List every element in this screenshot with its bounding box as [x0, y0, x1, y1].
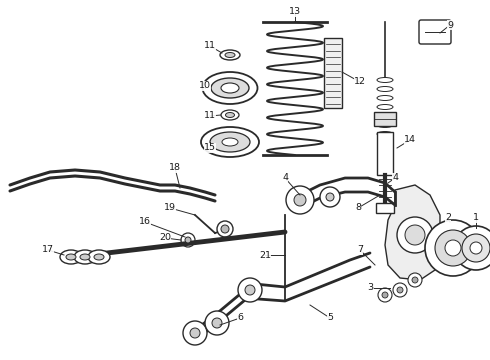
Circle shape — [205, 311, 229, 335]
Text: 5: 5 — [327, 314, 333, 323]
Ellipse shape — [88, 250, 110, 264]
Circle shape — [190, 328, 200, 338]
Ellipse shape — [74, 250, 96, 264]
Text: 1: 1 — [473, 213, 479, 222]
Text: 20: 20 — [159, 234, 171, 243]
Bar — [377, 132, 393, 175]
Text: 3: 3 — [367, 284, 373, 292]
Ellipse shape — [377, 104, 393, 109]
Ellipse shape — [202, 72, 258, 104]
Text: 19: 19 — [164, 203, 176, 212]
Circle shape — [320, 187, 340, 207]
Ellipse shape — [222, 138, 238, 146]
Ellipse shape — [225, 53, 235, 58]
Circle shape — [445, 240, 461, 256]
Ellipse shape — [211, 78, 249, 98]
Text: 8: 8 — [355, 203, 361, 212]
Text: 13: 13 — [289, 8, 301, 17]
Text: 7: 7 — [357, 246, 363, 255]
Circle shape — [397, 287, 403, 293]
Circle shape — [294, 194, 306, 206]
Text: 9: 9 — [447, 21, 453, 30]
Bar — [374, 112, 396, 126]
Circle shape — [238, 278, 262, 302]
Ellipse shape — [80, 254, 90, 260]
Ellipse shape — [210, 132, 250, 152]
Ellipse shape — [66, 254, 76, 260]
Text: 4: 4 — [282, 174, 288, 183]
Ellipse shape — [94, 254, 104, 260]
Circle shape — [185, 237, 191, 243]
Ellipse shape — [225, 112, 235, 117]
Circle shape — [378, 288, 392, 302]
Ellipse shape — [377, 122, 393, 127]
Text: 15: 15 — [204, 144, 216, 153]
Text: 21: 21 — [259, 251, 271, 260]
Ellipse shape — [377, 131, 393, 136]
Circle shape — [286, 186, 314, 214]
Ellipse shape — [377, 77, 393, 82]
Circle shape — [397, 217, 433, 253]
Circle shape — [212, 318, 222, 328]
Circle shape — [217, 221, 233, 237]
Circle shape — [183, 321, 207, 345]
Circle shape — [425, 220, 481, 276]
Ellipse shape — [60, 250, 82, 264]
Text: 10: 10 — [199, 81, 211, 90]
Text: 11: 11 — [204, 41, 216, 50]
Polygon shape — [385, 185, 440, 280]
Ellipse shape — [377, 95, 393, 100]
Ellipse shape — [377, 86, 393, 91]
Circle shape — [435, 230, 471, 266]
Circle shape — [382, 292, 388, 298]
Ellipse shape — [221, 83, 239, 93]
Text: 4: 4 — [392, 174, 398, 183]
Circle shape — [470, 242, 482, 254]
Circle shape — [245, 285, 255, 295]
Text: 17: 17 — [42, 246, 54, 255]
Circle shape — [454, 226, 490, 270]
Text: 2: 2 — [445, 213, 451, 222]
FancyBboxPatch shape — [419, 20, 451, 44]
Circle shape — [408, 273, 422, 287]
Ellipse shape — [220, 50, 240, 60]
Text: 14: 14 — [404, 135, 416, 144]
Text: 12: 12 — [354, 77, 366, 86]
Circle shape — [412, 277, 418, 283]
Circle shape — [326, 193, 334, 201]
Bar — [376, 203, 394, 213]
Ellipse shape — [377, 113, 393, 118]
Ellipse shape — [221, 110, 239, 120]
Circle shape — [405, 225, 425, 245]
Circle shape — [462, 234, 490, 262]
Circle shape — [181, 233, 195, 247]
Circle shape — [393, 283, 407, 297]
Ellipse shape — [201, 127, 259, 157]
Circle shape — [221, 225, 229, 233]
Text: 6: 6 — [237, 314, 243, 323]
Bar — [324, 38, 342, 108]
Text: 11: 11 — [204, 112, 216, 121]
Text: 16: 16 — [139, 217, 151, 226]
Text: 18: 18 — [169, 163, 181, 172]
